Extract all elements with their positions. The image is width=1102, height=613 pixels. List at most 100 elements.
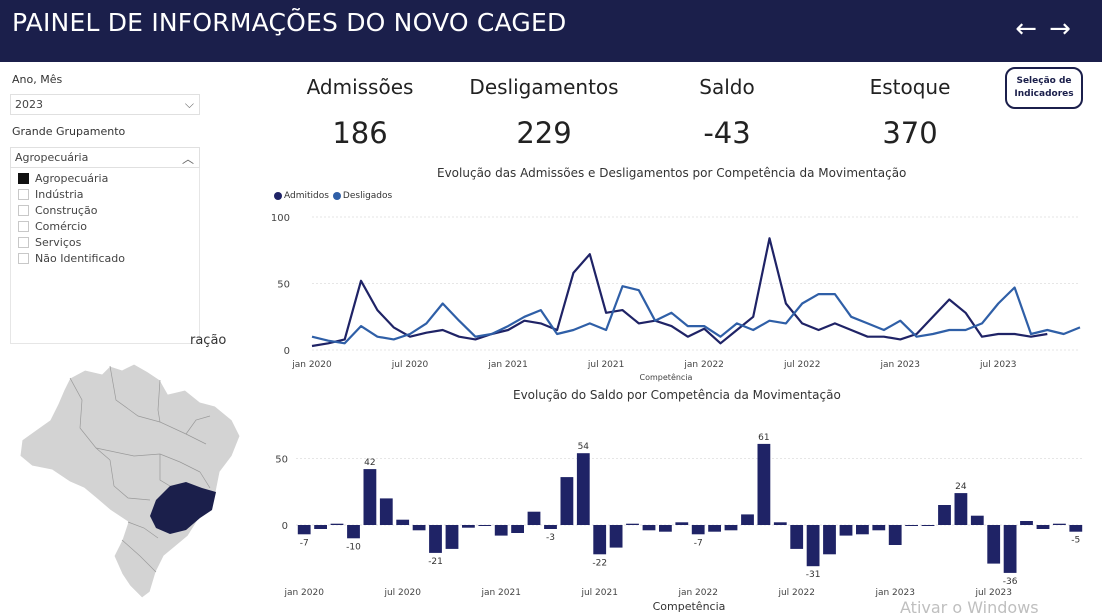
saldo-bar[interactable]	[330, 523, 344, 525]
bar-xtick-label: jan 2023	[874, 588, 915, 598]
saldo-bar[interactable]	[379, 498, 393, 525]
line-chart-title: Evolução das Admissões e Desligamentos p…	[437, 166, 907, 180]
saldo-bar[interactable]	[576, 453, 590, 525]
checkbox-icon	[18, 173, 29, 184]
option-construcao[interactable]: Construção	[18, 203, 97, 218]
saldo-bar[interactable]	[412, 525, 426, 531]
series-line-admitidos[interactable]	[311, 237, 1048, 348]
brazil-shape	[19, 363, 241, 599]
bar-xtick-label: jul 2021	[580, 588, 617, 598]
back-arrow-icon[interactable]: ←	[1015, 14, 1037, 44]
saldo-bar[interactable]	[921, 525, 935, 526]
saldo-bar[interactable]	[675, 522, 689, 525]
saldo-bar[interactable]	[560, 477, 574, 525]
saldo-bar[interactable]	[544, 525, 557, 529]
saldo-bar[interactable]	[445, 525, 459, 549]
saldo-bar[interactable]	[970, 515, 984, 525]
group-dropdown-value: Agropecuária	[15, 151, 89, 164]
forward-arrow-icon[interactable]: →	[1049, 14, 1071, 44]
saldo-bar[interactable]	[741, 514, 754, 525]
line-xtick-label: jan 2020	[291, 360, 332, 370]
saldo-bar[interactable]	[708, 525, 721, 532]
saldo-bar[interactable]	[938, 505, 951, 525]
bar-data-label: 42	[364, 458, 375, 468]
saldo-bar[interactable]	[462, 525, 475, 528]
line-chart-xlabel: Competência	[640, 372, 693, 382]
group-dropdown[interactable]: Agropecuária ︿	[10, 147, 200, 168]
line-chart-legend: Admitidos Desligados	[274, 191, 396, 201]
state-borders	[69, 365, 211, 573]
indicator-button-line1: Seleção de	[1016, 76, 1072, 86]
saldo-bar[interactable]	[757, 443, 771, 525]
bar-xtick-label: jul 2020	[383, 588, 421, 598]
kpi-estoque-value: 370	[882, 116, 938, 150]
legend-item-desligados[interactable]: Desligados	[332, 191, 392, 201]
kpi-desligamentos-value: 229	[516, 116, 572, 150]
map-title-fragment: ração	[190, 333, 227, 348]
saldo-bar[interactable]	[642, 525, 656, 531]
saldo-bar[interactable]	[511, 525, 524, 533]
saldo-bar[interactable]	[494, 525, 508, 536]
saldo-bar[interactable]	[1003, 525, 1017, 573]
saldo-bar[interactable]	[527, 511, 541, 525]
saldo-bar[interactable]	[905, 525, 918, 526]
legend-item-admitidos[interactable]: Admitidos	[274, 191, 329, 201]
line-ytick-label: 50	[277, 280, 290, 291]
saldo-bar[interactable]	[1053, 523, 1066, 525]
bar-ytick-label: 0	[282, 521, 288, 532]
bar-xtick-label: jul 2023	[974, 588, 1011, 598]
saldo-bar[interactable]	[790, 525, 804, 549]
kpi-saldo-value: -43	[703, 116, 751, 150]
saldo-bar[interactable]	[363, 469, 377, 525]
option-nao-identificado[interactable]: Não Identificado	[18, 251, 125, 266]
saldo-bar[interactable]	[593, 525, 607, 555]
year-dropdown[interactable]: 2023 ⌵	[10, 94, 200, 115]
saldo-bar[interactable]	[396, 519, 410, 525]
header-bar: PAINEL DE INFORMAÇÕES DO NOVO CAGED ← →	[0, 0, 1102, 62]
saldo-bar[interactable]	[609, 525, 623, 548]
bar-data-label: 24	[955, 482, 967, 492]
brazil-map[interactable]	[10, 360, 250, 605]
series-line-desligados[interactable]	[311, 285, 1081, 345]
saldo-bar[interactable]	[1069, 525, 1083, 532]
bar-data-label: -31	[806, 570, 821, 580]
bar-xtick-label: jan 2022	[677, 588, 718, 598]
line-xtick-label: jan 2023	[880, 360, 921, 370]
saldo-bar[interactable]	[314, 525, 327, 529]
saldo-bar[interactable]	[806, 525, 820, 567]
chevron-up-icon: ︿	[181, 152, 194, 166]
saldo-bar[interactable]	[823, 525, 836, 555]
saldo-bar[interactable]	[888, 525, 902, 545]
saldo-bar[interactable]	[429, 525, 442, 553]
saldo-bar[interactable]	[1036, 525, 1050, 529]
bar-chart-title: Evolução do Saldo por Competência da Mov…	[513, 388, 841, 402]
saldo-bar[interactable]	[297, 525, 311, 535]
group-filter-label: Grande Grupamento	[12, 125, 126, 138]
bar-xtick-label: jan 2021	[480, 588, 521, 598]
saldo-bar[interactable]	[839, 525, 853, 536]
saldo-bar[interactable]	[872, 525, 886, 531]
saldo-bar[interactable]	[987, 525, 1001, 564]
indicator-selection-button[interactable]: Seleção de Indicadores	[1005, 67, 1083, 109]
option-servicos[interactable]: Serviços	[18, 235, 81, 250]
saldo-bar[interactable]	[691, 525, 705, 535]
option-industria[interactable]: Indústria	[18, 187, 84, 202]
option-comercio[interactable]: Comércio	[18, 219, 87, 234]
saldo-bar[interactable]	[478, 525, 492, 526]
saldo-bar[interactable]	[659, 525, 672, 532]
kpi-saldo-label: Saldo	[699, 75, 755, 99]
saldo-bar[interactable]	[724, 525, 738, 531]
saldo-bar[interactable]	[1020, 521, 1033, 525]
bar-chart: 0 50 -7 -10 42 -21 -3 54 -22 -7 61 -31 24 -36 -5 jan …	[275, 433, 1084, 613]
bar-data-label: -7	[300, 538, 309, 548]
line-ytick-label: 100	[271, 213, 290, 224]
minas-gerais-highlight[interactable]	[150, 482, 216, 534]
checkbox-icon	[18, 221, 29, 232]
saldo-bar[interactable]	[954, 493, 968, 525]
saldo-bar[interactable]	[347, 525, 360, 539]
option-agropecuaria[interactable]: Agropecuária	[18, 171, 108, 186]
line-xtick-label: jan 2022	[683, 360, 724, 370]
saldo-bar[interactable]	[773, 522, 787, 525]
saldo-bar[interactable]	[856, 525, 869, 535]
saldo-bar[interactable]	[626, 523, 639, 525]
